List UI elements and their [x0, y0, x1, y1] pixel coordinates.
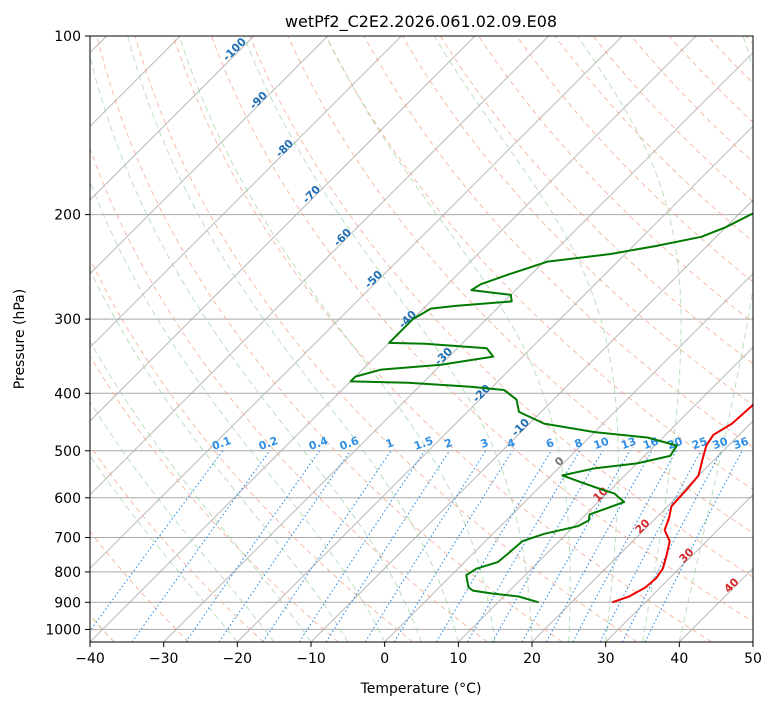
x-tick-label: 40: [670, 651, 688, 667]
plot-area: 0.1 0.2 0.4 0.6 1 1.5 2 3 4 6 8 10 13 16 20 25 30 36-100-…: [90, 36, 753, 642]
mixing-ratio-label: 20: [666, 435, 685, 453]
y-tick-label: 400: [54, 386, 81, 402]
chart-title: wetPf2_C2E2.2026.061.02.09.E08: [285, 12, 557, 32]
isotherm: [90, 36, 402, 349]
mixing-ratio-line: [467, 450, 581, 642]
moist-adiabat: [90, 340, 312, 642]
moist-adiabat: [433, 36, 619, 642]
isotherm: [90, 36, 476, 422]
y-tick-label: 500: [54, 444, 81, 460]
mixing-ratio-label: 36: [732, 435, 751, 453]
mixing-ratio-label: 0.2: [257, 434, 280, 453]
mixing-ratio-line: [491, 450, 603, 642]
moist-adiabat: [90, 455, 238, 642]
isotherm: [605, 493, 753, 642]
profile-lines: [349, 212, 753, 604]
moist-adiabat: [90, 269, 349, 642]
mixing-ratio-line: [218, 450, 351, 642]
mixing-ratio-label: 0.6: [338, 434, 361, 453]
dry-adiabat: [325, 36, 753, 491]
x-axis: −40 −30 −20 −10 0 10 20 30 40 50: [75, 642, 762, 667]
background-lines: [90, 36, 753, 642]
moist-adiabat: [577, 36, 682, 642]
x-tick-label: −20: [223, 651, 253, 667]
dry-adiabat: [134, 36, 638, 642]
mixing-ratio-line: [131, 450, 271, 642]
x-tick-label: 0: [380, 651, 389, 667]
x-tick-label: 10: [449, 651, 467, 667]
x-tick-label: 50: [744, 651, 762, 667]
dry-adiabat: [554, 36, 753, 243]
moist-adiabat: [90, 180, 386, 642]
y-tick-label: 900: [54, 595, 81, 611]
x-tick-label: −40: [75, 651, 105, 667]
y-tick-label: 100: [54, 29, 81, 45]
moist-adiabat: [678, 36, 753, 642]
isotherm: [90, 36, 550, 496]
mixing-ratio-line: [572, 450, 677, 642]
moist-adiabat: [127, 36, 459, 642]
dry-adiabat: [90, 257, 414, 642]
y-axis-label: Pressure (hPa): [12, 289, 28, 389]
dry-adiabat: [249, 36, 753, 578]
isotherm: [90, 36, 329, 275]
x-tick-label: 20: [523, 651, 541, 667]
plot-frame: [89, 35, 754, 643]
dry-adiabat: [211, 36, 753, 623]
isotherm: [163, 51, 753, 642]
mixing-ratio-line: [393, 450, 513, 642]
mixing-ratio-label: 3: [479, 436, 491, 451]
mixing-ratio-label: 6: [544, 436, 556, 451]
isotherm: [384, 272, 753, 642]
dry-adiabat: [287, 36, 753, 534]
x-axis-label: Temperature (°C): [360, 681, 482, 697]
mixing-ratio-label: 0.1: [210, 434, 233, 453]
isotherm: [90, 36, 255, 201]
mixing-ratio-label: 13: [619, 435, 638, 452]
mixing-ratio-label: 0.4: [307, 434, 330, 453]
y-tick-label: 300: [54, 312, 81, 328]
y-tick-label: 200: [54, 208, 81, 224]
mixing-ratio-line: [435, 450, 552, 642]
dry-adiabat: [363, 36, 753, 448]
dry-adiabat: [90, 354, 339, 642]
x-tick-label: −10: [296, 651, 326, 667]
mixing-ratio-label: 1: [384, 436, 396, 451]
temperature-profile: [611, 403, 753, 604]
y-axis: 100 200 300 400 500 600 700 800 900 1000: [45, 29, 90, 638]
isotherm: [457, 346, 753, 642]
x-tick-label: −30: [149, 651, 179, 667]
isotherm: [236, 125, 753, 642]
mixing-ratio-label: 25: [690, 435, 709, 452]
dry-adiabat: [439, 36, 753, 365]
isotherm: [531, 420, 753, 642]
moist-adiabat: [325, 36, 571, 642]
mixing-ratio-line: [364, 450, 487, 642]
mixing-ratio-label: 2: [443, 436, 455, 451]
dry-adiabat: [96, 36, 563, 642]
y-tick-label: 1000: [45, 622, 81, 638]
mixing-ratio-label: 8: [573, 436, 585, 451]
y-tick-label: 600: [54, 491, 81, 507]
dry-adiabat: [401, 36, 753, 406]
moist-adiabat: [90, 54, 422, 642]
dry-adiabat: [90, 530, 190, 642]
dewpoint-profile: [349, 212, 753, 604]
mixing-ratio-line: [521, 450, 631, 642]
mixing-ratio-line: [185, 450, 321, 642]
mixing-ratio-label: 4: [505, 436, 517, 451]
moist-adiabat: [178, 36, 496, 642]
mixing-ratio-label: 1.5: [412, 434, 435, 453]
mixing-ratio-line: [325, 450, 451, 642]
mixing-ratio-line: [545, 450, 653, 642]
mixing-ratio-label: 10: [592, 435, 611, 453]
y-tick-label: 700: [54, 531, 81, 547]
y-tick-label: 800: [54, 565, 81, 581]
mixing-ratio-label: 30: [711, 435, 730, 453]
x-tick-label: 30: [597, 651, 615, 667]
isotherm: [90, 36, 623, 570]
